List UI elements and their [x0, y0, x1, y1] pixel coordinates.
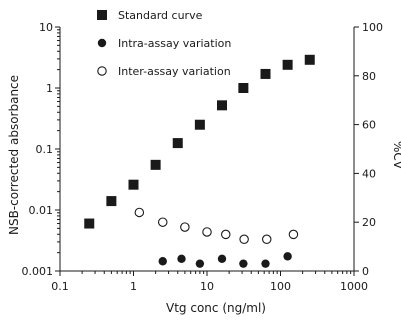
y-right-tick-label: 100 [362, 21, 383, 34]
data-point [202, 227, 212, 237]
data-point [261, 234, 272, 245]
series-2-points [158, 252, 292, 268]
x-tick-label: 0.1 [51, 280, 69, 293]
y-right-axis-title: %CV [391, 141, 401, 170]
x-tick-label: 1 [130, 280, 137, 293]
y-tick-label: 0.01 [29, 204, 54, 217]
data-point [221, 229, 231, 240]
series-3-points [134, 207, 299, 245]
data-point [288, 229, 299, 240]
data-point [180, 222, 190, 232]
data-marks [84, 54, 315, 268]
legend-marker [97, 38, 107, 48]
data-point [283, 252, 292, 261]
data-point [84, 218, 95, 229]
x-tick-label: 10 [200, 280, 214, 293]
data-point [260, 68, 271, 79]
y-right-tick-label: 80 [362, 70, 376, 83]
legend-label: Intra-assay variation [118, 37, 231, 50]
x-axis-title: Vtg conc (ng/ml) [166, 301, 266, 315]
data-point [304, 54, 315, 65]
legend-marker [97, 66, 107, 76]
tick-marks [55, 26, 359, 276]
data-point [217, 100, 228, 111]
data-point [150, 159, 161, 170]
data-point [282, 59, 293, 70]
legend-label: Inter-assay variation [118, 65, 231, 78]
data-point [106, 196, 117, 207]
y-right-tick-label: 40 [362, 167, 376, 180]
x-tick-label: 100 [270, 280, 291, 293]
y-tick-label: 0.1 [36, 143, 54, 156]
y-tick-label: 10 [39, 21, 53, 34]
y-right-tick-label: 60 [362, 119, 376, 132]
legend-marker [97, 10, 107, 20]
legend-label: Standard curve [118, 9, 203, 22]
data-point [238, 83, 249, 93]
data-point [134, 207, 145, 218]
data-point [261, 259, 270, 268]
y-right-tick-label: 0 [362, 265, 369, 278]
x-tick-label: 1000 [340, 280, 368, 293]
y-tick-label: 0.001 [22, 265, 54, 278]
data-point [239, 234, 249, 245]
data-point [128, 179, 139, 190]
data-point [177, 254, 186, 263]
data-point [239, 259, 248, 268]
y-tick-label: 1 [46, 82, 53, 95]
y-right-tick-label: 20 [362, 216, 376, 229]
data-point [172, 138, 183, 149]
y-axis-title: NSB-corrected absorbance [7, 75, 21, 235]
legend: Standard curve Intra-assay variation Inter… [97, 9, 231, 78]
series-1-points [84, 54, 315, 229]
data-point [158, 257, 167, 266]
data-point [195, 259, 205, 268]
data-point [194, 119, 205, 130]
data-point [217, 254, 227, 263]
data-point [157, 217, 168, 227]
